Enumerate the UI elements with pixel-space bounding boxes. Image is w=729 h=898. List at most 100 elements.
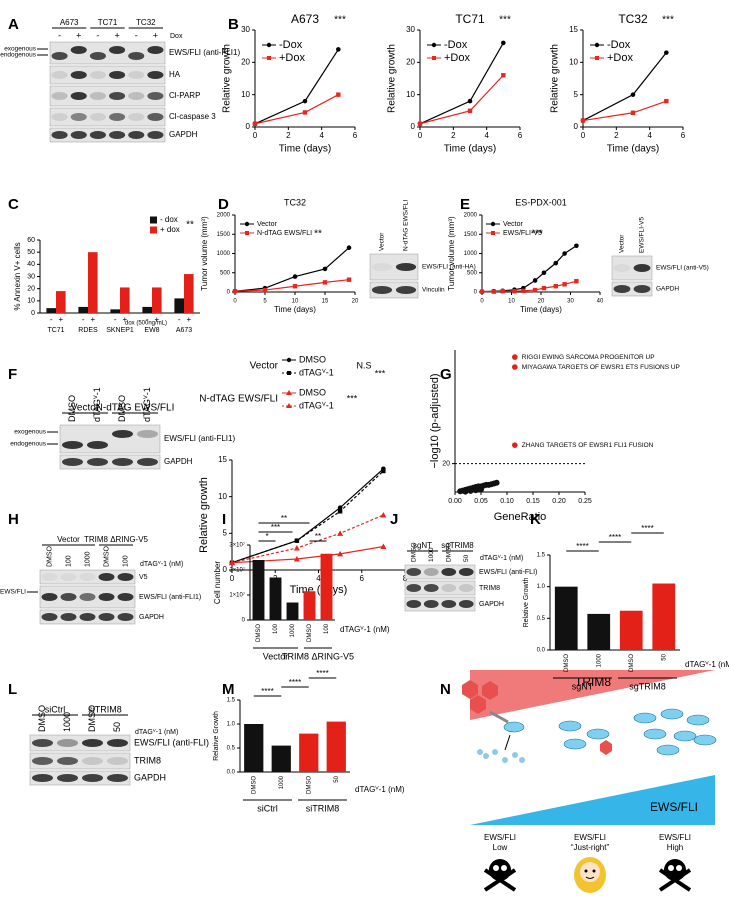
marker — [337, 509, 343, 514]
bar — [269, 577, 282, 620]
point — [493, 479, 500, 486]
series-line — [231, 514, 384, 564]
band — [89, 113, 106, 121]
marker — [302, 98, 308, 104]
band — [89, 52, 106, 60]
marker — [346, 277, 352, 282]
group-label: siCtrl — [45, 704, 66, 714]
marker — [293, 545, 300, 551]
highlight-point — [512, 354, 518, 360]
band — [613, 264, 631, 272]
y-tick-label: 30 — [27, 273, 35, 280]
blot-row — [369, 253, 419, 281]
panel-label: A — [8, 16, 19, 33]
lane-label: dTAGⱽ-1 — [142, 387, 152, 422]
bar — [46, 308, 56, 313]
band — [62, 441, 83, 449]
band — [32, 774, 53, 782]
marker — [501, 40, 506, 46]
level-label: EWS/FLI — [574, 833, 606, 842]
blot-row — [49, 107, 166, 127]
group-label: N-dTAG EWS/FLI — [96, 403, 175, 414]
marker — [467, 108, 473, 114]
band — [406, 584, 422, 592]
marker — [262, 287, 268, 293]
marker — [293, 556, 300, 562]
y-tick-label: 50 — [27, 249, 35, 256]
y-tick-label: 3×10⁷ — [229, 542, 245, 549]
bar — [244, 724, 264, 772]
chart-title: TC71 — [455, 12, 485, 26]
y-tick-label: 0 — [242, 618, 246, 624]
x-tick-label: 0 — [233, 299, 237, 305]
x-tick-label: 0 — [253, 131, 258, 140]
y-tick-label: 15 — [569, 25, 578, 34]
lane-label: DMSO — [103, 545, 110, 567]
unit-label: Dox — [170, 33, 183, 40]
y-tick-label: 60 — [27, 237, 35, 244]
marker — [337, 505, 343, 510]
unit-label: dTAGⱽ-1 (nM) — [480, 554, 523, 562]
band — [70, 71, 87, 79]
annotation: *** — [375, 368, 386, 378]
chart-title: TC32 — [618, 12, 648, 26]
arrow-label: exogenous — [4, 46, 37, 53]
band — [98, 573, 115, 581]
x-tick-label: 10 — [508, 299, 515, 305]
trim8-wedge — [470, 670, 715, 720]
row-label: EWS/FLI (anti-FLI1) — [139, 594, 201, 601]
band — [441, 584, 457, 592]
legend-marker — [595, 56, 599, 60]
x-tick-label: 20 — [352, 299, 359, 305]
row-label: GAPDH — [164, 457, 193, 466]
x-tick-label: 10 — [292, 299, 299, 305]
legend-marker — [286, 390, 292, 395]
chart-title: TC32 — [284, 197, 306, 207]
band — [423, 584, 439, 592]
chart-title: ES-PDX-001 — [515, 197, 567, 207]
x-tick-label: 6 — [360, 574, 365, 583]
bar — [271, 745, 291, 772]
trim8-protein — [462, 680, 478, 699]
band — [89, 92, 106, 100]
band — [60, 593, 77, 601]
marker — [336, 47, 341, 52]
y-axis-label: Relative growth — [198, 477, 210, 553]
x-tick-label: 0.00 — [448, 498, 462, 505]
band — [128, 131, 145, 139]
band — [147, 113, 164, 121]
legend-label: DMSO — [299, 354, 326, 364]
row-label: EWS/FLI (anti-FLI) — [479, 569, 537, 576]
band — [112, 430, 133, 438]
lane-label: DMSO — [410, 543, 417, 563]
band — [128, 71, 145, 79]
x-note: dox (500ng/mL) — [125, 321, 167, 327]
lane-label: 1000 — [84, 551, 91, 567]
lane-label: + — [76, 30, 81, 40]
y-tick-label: 1500 — [464, 232, 478, 238]
y-tick-label: 2×10⁷ — [229, 567, 245, 574]
point — [467, 487, 474, 494]
lane-label: - — [96, 30, 99, 40]
marker — [322, 280, 328, 285]
marker — [574, 243, 579, 249]
ubiquitin-chain — [489, 710, 509, 724]
x-tick-label: 4 — [316, 574, 321, 583]
legend-label: -Dox — [607, 39, 631, 51]
band — [107, 774, 128, 782]
y-tick-label: 0 — [574, 122, 579, 131]
x-tick-label: 15 — [322, 299, 329, 305]
series-line — [419, 74, 504, 125]
series-line — [231, 468, 384, 564]
x-tick-label: 2 — [614, 131, 619, 140]
band — [82, 774, 103, 782]
x-tick-label: DMSO — [256, 624, 262, 642]
annotation: *** — [499, 15, 511, 26]
series-line — [582, 100, 667, 122]
blot-row — [29, 734, 131, 752]
x-axis-label: Time (days) — [520, 305, 562, 314]
band — [371, 286, 393, 294]
level-label: High — [667, 843, 683, 852]
marker — [512, 289, 517, 294]
lane-label: Vector — [379, 232, 386, 251]
